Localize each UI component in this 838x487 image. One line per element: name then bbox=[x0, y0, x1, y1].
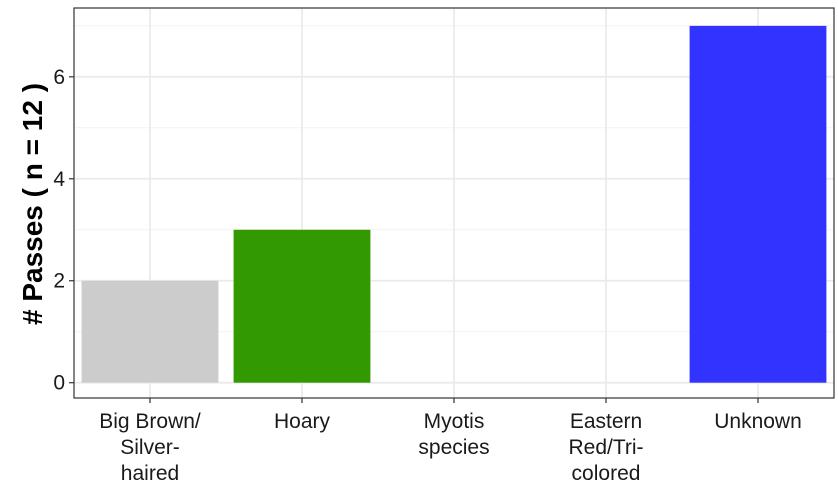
x-tick-label-line: Red/Tri- bbox=[568, 436, 643, 459]
y-axis-title: # Passes ( n = 12 ) bbox=[17, 83, 48, 325]
y-tick-label: 0 bbox=[53, 372, 65, 395]
x-tick-label-line: Eastern bbox=[570, 410, 642, 433]
bars bbox=[81, 25, 827, 383]
x-tick-label-line: Silver- bbox=[120, 436, 180, 459]
x-tick-label: Big Brown/Silver-haired bbox=[99, 410, 201, 485]
bar bbox=[689, 25, 827, 383]
x-tick-label: Myotis species bbox=[418, 410, 489, 459]
x-tick-label: Eastern Red/Tri-colored bbox=[568, 410, 643, 485]
y-axis: 0 2 4 6 bbox=[53, 66, 74, 395]
x-tick-label-line: Hoary bbox=[274, 410, 331, 433]
y-tick-label: 4 bbox=[53, 168, 65, 191]
x-tick-label-line: colored bbox=[572, 462, 641, 485]
x-tick-label-line: Unknown bbox=[714, 410, 802, 433]
bar bbox=[81, 280, 219, 383]
x-tick-label-line: Myotis bbox=[424, 410, 485, 433]
x-tick-label-line: haired bbox=[121, 462, 179, 485]
y-tick-label: 2 bbox=[53, 270, 65, 293]
x-tick-label-line: species bbox=[418, 436, 489, 459]
x-tick-label: Hoary bbox=[274, 410, 331, 433]
x-tick-label-line: Big Brown/ bbox=[99, 410, 201, 433]
y-tick-label: 6 bbox=[53, 66, 65, 89]
x-axis: Big Brown/Silver-haired Hoary Myotis specie… bbox=[99, 398, 802, 485]
bar bbox=[233, 229, 371, 383]
x-tick-label: Unknown bbox=[714, 410, 802, 433]
